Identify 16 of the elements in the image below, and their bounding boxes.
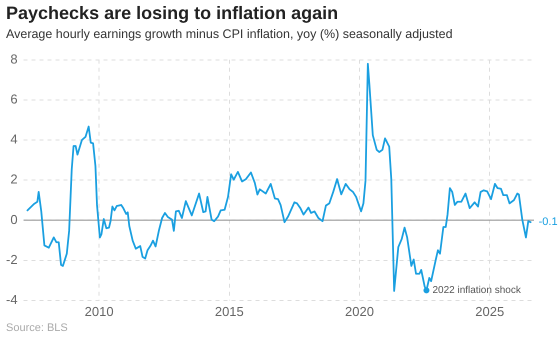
chart-subtitle: Average hourly earnings growth minus CPI inflation, yoy (%) seasonally adjusted	[6, 27, 453, 41]
y-tick-label: -2	[6, 252, 18, 267]
y-tick-label: 4	[10, 132, 18, 147]
annotation: 2022 inflation shock	[432, 285, 522, 296]
x-tick-label: 2015	[214, 304, 244, 319]
x-tick-label: 2010	[84, 304, 114, 319]
y-tick-label: 8	[10, 51, 18, 66]
y-tick-label: 6	[10, 91, 18, 106]
x-tick-label: 2025	[475, 304, 504, 319]
x-tick-label: 2020	[345, 304, 374, 319]
y-tick-label: -4	[6, 292, 18, 307]
annotation: -0.1	[538, 216, 558, 228]
y-tick-label: 2	[10, 172, 18, 187]
chart-title: Paychecks are losing to inflation again	[6, 3, 338, 24]
source-note: Source: BLS	[6, 322, 68, 334]
y-tick-label: 0	[10, 212, 18, 227]
